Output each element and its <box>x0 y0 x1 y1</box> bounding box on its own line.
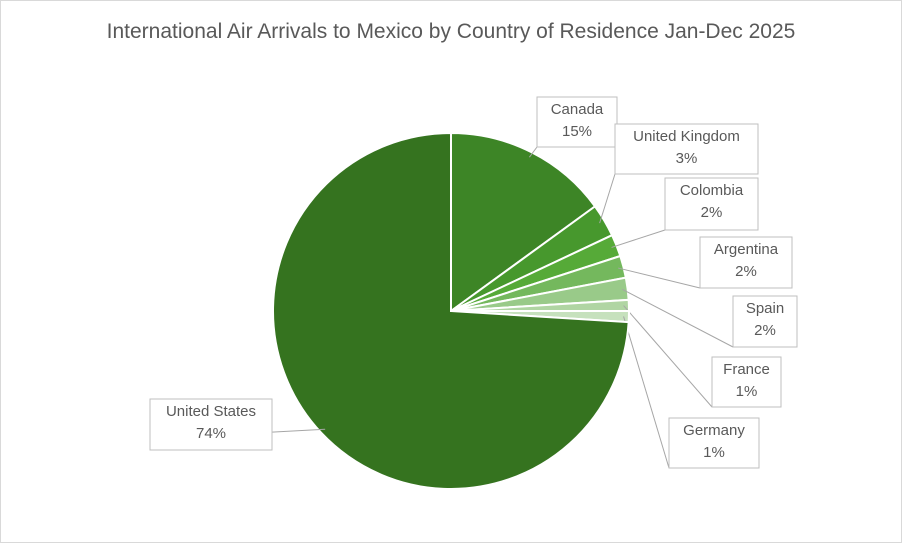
data-label: 74% <box>196 425 226 442</box>
chart-title: International Air Arrivals to Mexico by … <box>106 20 796 43</box>
slice-label: France <box>723 361 770 378</box>
leader-line <box>271 428 326 433</box>
label-box <box>711 356 782 408</box>
slice-label: Canada <box>551 101 604 118</box>
label-box <box>664 177 759 231</box>
pie-slice <box>272 131 630 490</box>
data-label: 2% <box>735 263 757 280</box>
data-label: 2% <box>754 322 776 339</box>
label-box <box>536 96 618 148</box>
data-label: 1% <box>736 383 758 400</box>
label-box <box>732 295 798 348</box>
leader-line <box>618 267 701 289</box>
slice-label: Germany <box>683 422 745 439</box>
label-box <box>149 398 273 451</box>
label-box <box>668 417 760 469</box>
leader-line <box>623 316 670 469</box>
leader-line <box>599 173 616 224</box>
label-box <box>614 123 759 175</box>
leader-line <box>622 288 734 348</box>
leader-line <box>623 305 713 408</box>
leader-line <box>528 146 538 158</box>
slice-label: Argentina <box>714 241 779 258</box>
pie-slice <box>450 131 597 313</box>
leader-line <box>611 229 666 248</box>
label-box <box>699 236 793 289</box>
slice-label: Colombia <box>680 182 744 199</box>
slice-label: Spain <box>746 300 784 317</box>
data-label: 1% <box>703 444 725 461</box>
slice-label: United Kingdom <box>633 128 740 145</box>
slice-label: United States <box>166 403 256 420</box>
data-label: 2% <box>701 204 723 221</box>
data-label: 15% <box>562 123 592 140</box>
data-label: 3% <box>676 150 698 167</box>
